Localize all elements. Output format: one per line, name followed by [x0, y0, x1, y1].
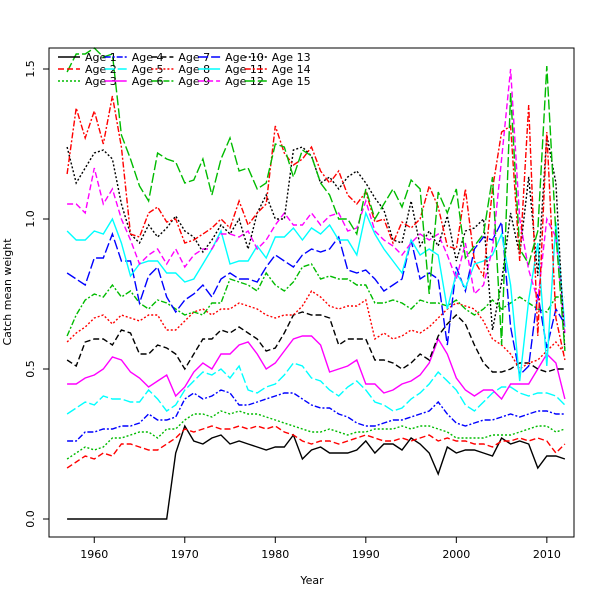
x-axis-title: Year	[299, 574, 324, 587]
legend-label: Age 13	[272, 51, 311, 64]
legend-item-age-14: Age 14	[244, 63, 311, 76]
x-tick-label: 1960	[80, 548, 108, 561]
legend-item-age-12: Age 12	[198, 75, 264, 88]
series-line-age-10	[66, 219, 566, 377]
legend-item-age-10: Age 10	[198, 51, 264, 64]
legend-item-age-15: Age 15	[244, 75, 311, 88]
series-line-age-15	[66, 47, 566, 352]
legend-label: Age 11	[225, 63, 264, 76]
y-axis-title: Catch mean weight	[1, 238, 14, 346]
x-tick-label: 1980	[261, 548, 289, 561]
x-tick-label: 1970	[171, 548, 199, 561]
series-line-age-6	[67, 335, 566, 401]
series-line-age-1	[67, 424, 566, 520]
legend-label: Age 8	[178, 63, 210, 76]
series-line-age-2	[66, 425, 566, 469]
legend-label: Age 10	[225, 51, 264, 64]
series-line-age-5	[66, 362, 566, 415]
legend-label: Age 3	[85, 75, 117, 88]
legend-label: Age 6	[132, 75, 164, 88]
y-tick-label: 1.0	[24, 210, 37, 228]
x-tick-label: 1990	[352, 548, 380, 561]
legend-item-age-11: Age 11	[198, 63, 264, 76]
legend-item-age-1: Age 1	[58, 51, 117, 64]
series-line-age-4	[67, 389, 565, 442]
legend-item-age-4: Age 4	[104, 51, 164, 64]
legend-item-age-3: Age 3	[58, 75, 117, 88]
legend-label: Age 15	[272, 75, 311, 88]
legend-label: Age 14	[272, 63, 311, 76]
series-line-age-7	[66, 311, 565, 373]
legend-item-age-2: Age 2	[58, 63, 117, 76]
series-line-age-3	[66, 410, 566, 460]
series-line-age-14	[66, 95, 566, 361]
series-line-age-12	[67, 68, 566, 334]
y-tick-label: 1.5	[24, 60, 37, 78]
series-line-age-11	[66, 210, 566, 382]
legend-label: Age 5	[132, 63, 164, 76]
plot-area	[66, 47, 566, 520]
legend-label: Age 9	[178, 75, 210, 88]
y-tick-label: 0.5	[24, 360, 37, 378]
x-tick-label: 2010	[533, 548, 561, 561]
legend-label: Age 12	[225, 75, 264, 88]
legend-label: Age 1	[85, 51, 117, 64]
legend-label: Age 2	[85, 63, 117, 76]
legend-item-age-5: Age 5	[104, 63, 164, 76]
legend-label: Age 4	[132, 51, 164, 64]
legend-item-age-9: Age 9	[151, 75, 210, 88]
legend-item-age-8: Age 8	[151, 63, 210, 76]
series-line-age-9	[66, 263, 565, 337]
axes: 1960 1970 1980 1990 2000 2010 0.0 0.5 1.0 1.5	[24, 60, 561, 561]
x-tick-label: 2000	[442, 548, 470, 561]
legend-label: Age 7	[178, 51, 210, 64]
y-tick-label: 0.0	[24, 510, 37, 528]
legend-item-age-7: Age 7	[151, 51, 210, 64]
legend-item-age-13: Age 13	[244, 51, 311, 64]
legend-item-age-6: Age 6	[104, 75, 164, 88]
plot-frame	[48, 47, 575, 538]
series-line-age-13	[66, 134, 566, 352]
